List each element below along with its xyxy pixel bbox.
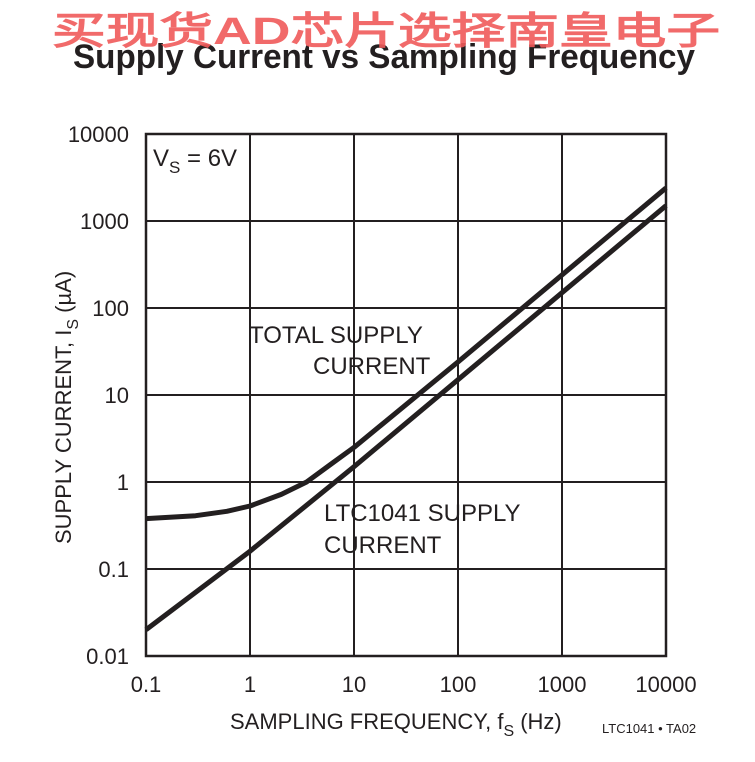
y-axis-label-main: SUPPLY CURRENT, I (51, 330, 76, 544)
x-tick-label: 100 (440, 672, 477, 697)
y-axis-label: SUPPLY CURRENT, IS (µA) (51, 271, 82, 544)
series-line-ltc1041-supply (144, 203, 668, 632)
series-line-total-supply (145, 185, 668, 522)
condition-rest: = 6V (180, 145, 237, 172)
plot-frame (144, 132, 668, 658)
curves (144, 185, 668, 632)
annotation-total-supply: TOTAL SUPPLY CURRENT (249, 322, 431, 380)
condition-sub: S (169, 158, 180, 177)
y-tick-label: 0.01 (86, 644, 129, 669)
x-tick-label: 10 (342, 672, 366, 697)
figure-code: LTC1041 • TA02 (602, 721, 696, 736)
y-axis-label-sub: S (65, 319, 82, 330)
annotation-total-line1: TOTAL SUPPLY (249, 322, 423, 349)
condition-label-background (149, 140, 244, 180)
y-tick-label: 100 (92, 296, 129, 321)
annotation-ltc1041-supply: LTC1041 SUPPLY CURRENT (324, 500, 527, 559)
y-tick-label: 10000 (68, 122, 129, 147)
annotation-ltc-line2: CURRENT (324, 532, 442, 559)
y-tick-label: 10 (105, 383, 129, 408)
chart-title: Supply Current vs Sampling Frequency (73, 38, 695, 76)
annotation-ltc-line1: LTC1041 SUPPLY (324, 500, 521, 527)
x-tick-label: 0.1 (131, 672, 162, 697)
watermark-text: 买现货AD芯片选择南皇电子 (52, 11, 720, 53)
x-tick-label: 1000 (538, 672, 587, 697)
x-axis-label-sub: S (503, 723, 514, 740)
x-axis-label-main: SAMPLING FREQUENCY, f (230, 709, 504, 734)
x-tick-label: 10000 (635, 672, 696, 697)
x-tick-label: 1 (244, 672, 256, 697)
y-tick-label: 1000 (80, 209, 129, 234)
x-axis-label: SAMPLING FREQUENCY, fS (Hz) (230, 709, 562, 740)
x-axis-label-unit: (Hz) (514, 709, 562, 734)
grid (146, 134, 666, 656)
condition-label: VS = 6V (153, 145, 237, 177)
condition-main: V (153, 145, 169, 172)
y-axis-label-unit: (µA) (51, 271, 76, 319)
y-tick-label: 1 (117, 470, 129, 495)
y-tick-label: 0.1 (98, 557, 129, 582)
annotation-total-line2: CURRENT (313, 353, 431, 380)
